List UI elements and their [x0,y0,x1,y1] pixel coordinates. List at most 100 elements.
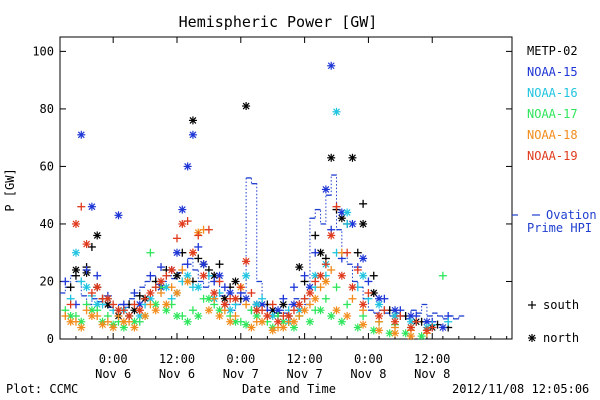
north-point [146,288,155,297]
north-point [242,257,251,266]
north-point [289,323,298,332]
y-tick-label: 80 [40,102,54,116]
marker-stroke [407,324,415,331]
north-point [327,153,336,162]
north-point [178,219,187,228]
south-point [66,300,75,309]
x-axis-label: Date and Time [242,382,336,396]
marker-stroke [349,154,356,162]
marker-stroke [375,301,383,308]
south-point [343,300,352,309]
marker-stroke [242,102,250,110]
marker-stroke [269,326,277,334]
marker-stroke [83,283,91,291]
south-point [300,271,309,280]
north-point [188,116,197,125]
marker-stroke [226,289,234,297]
south-point [364,277,373,286]
south-point [61,311,70,320]
marker-stroke [131,324,138,331]
south-point [311,231,320,240]
south-point [157,263,166,272]
marker-stroke [157,278,165,285]
south-point [295,311,304,320]
south-point [242,300,251,309]
north-point [375,300,384,309]
marker-stroke [152,301,160,308]
south-point [332,202,341,211]
marker-stroke [242,272,250,280]
marker-stroke [232,295,239,303]
marker-stroke [253,306,261,314]
marker-stroke [407,312,415,320]
marker-stroke [77,131,85,139]
south-point [61,277,70,286]
marker-stroke [184,318,192,326]
marker-stroke [131,306,138,314]
north-point [183,277,192,286]
north-point [305,317,314,326]
marker-stroke [349,220,356,228]
marker-stroke [104,295,112,303]
south-point [359,199,368,208]
north-point [98,320,107,329]
marker-stroke [146,295,154,303]
marker-stroke [258,301,266,308]
marker-stroke [386,329,394,337]
marker-stroke [72,249,80,257]
marker-stroke [306,289,314,297]
south-point [231,311,240,320]
marker-stroke [295,306,303,314]
north-point [93,283,102,292]
marker-legend-north [528,334,536,342]
marker-stroke [232,278,239,285]
ovation-legend-label-1: Ovation [546,208,597,222]
marker-stroke [295,263,303,271]
marker-stroke [115,306,122,314]
south-point [289,306,298,315]
chart-title: Hemispheric Power [GW] [179,13,378,31]
marker-stroke [269,312,277,320]
marker-stroke [67,318,75,326]
marker-stroke [290,301,298,308]
south-point [327,265,336,274]
marker-stroke [152,306,160,314]
south-point [380,306,389,315]
marker-stroke [359,301,367,308]
marker-stroke [418,332,426,340]
x-tick-label-date: Nov 6 [159,367,195,381]
marker-stroke [317,249,324,257]
south-point [109,300,118,309]
legend-entry: NOAA-18 [527,128,578,142]
north-point [406,323,415,332]
south-point [396,311,405,320]
marker-stroke [189,131,197,139]
marker-stroke [194,312,202,320]
north-point [284,311,293,320]
marker-legend-label: south [543,298,579,312]
marker-stroke [226,306,234,314]
north-point [194,283,203,292]
north-point [77,130,86,139]
south-point [82,306,91,315]
marker-legend-label: north [543,331,579,345]
marker-stroke [109,324,117,331]
south-point [316,283,325,292]
marker-stroke [274,306,282,314]
north-point [391,306,400,315]
marker-stroke [306,318,314,326]
marker-stroke [423,326,431,334]
south-point [82,265,91,274]
north-point [337,271,346,280]
marker-stroke [327,154,335,162]
south-point [321,260,330,269]
marker-stroke [115,211,122,219]
north-point [231,294,240,303]
north-point [71,219,80,228]
marker-stroke [184,272,192,280]
north-point [103,294,112,303]
marker-stroke [333,108,340,116]
north-point [375,311,384,320]
marker-stroke [146,289,154,297]
marker-stroke [359,255,367,262]
